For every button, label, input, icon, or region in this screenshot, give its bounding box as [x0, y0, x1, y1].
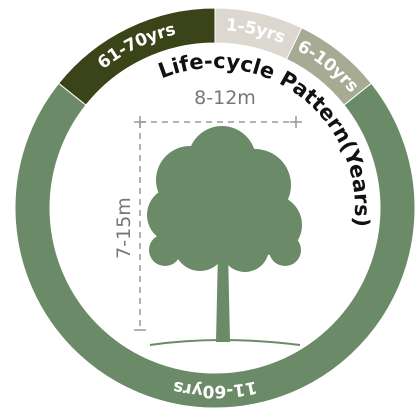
chart: 8-12m 7-15m 1-5yrs6-10yrs11-60yrs61-70yr… — [0, 0, 420, 410]
tree — [147, 126, 302, 345]
width-label: 8-12m — [194, 87, 256, 109]
height-label: 7-15m — [113, 197, 135, 259]
